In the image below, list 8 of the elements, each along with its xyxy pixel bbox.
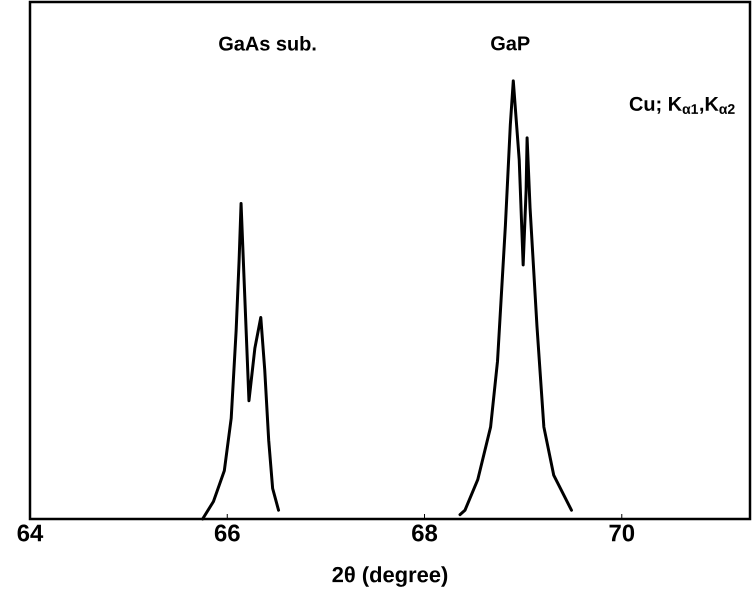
x-tick-label: 68 (412, 524, 438, 542)
x-tick-label: 64 (18, 524, 44, 542)
x-axis-title: 2θ (degree) (332, 566, 448, 587)
annotation: Cu; K$_{α1}$,K$_{α2}$ (630, 96, 735, 114)
x-tick-label: 70 (610, 524, 634, 542)
text: GaP (491, 36, 530, 50)
text: GaAs sub. (219, 36, 316, 51)
x-tick-label: 66 (214, 524, 240, 542)
